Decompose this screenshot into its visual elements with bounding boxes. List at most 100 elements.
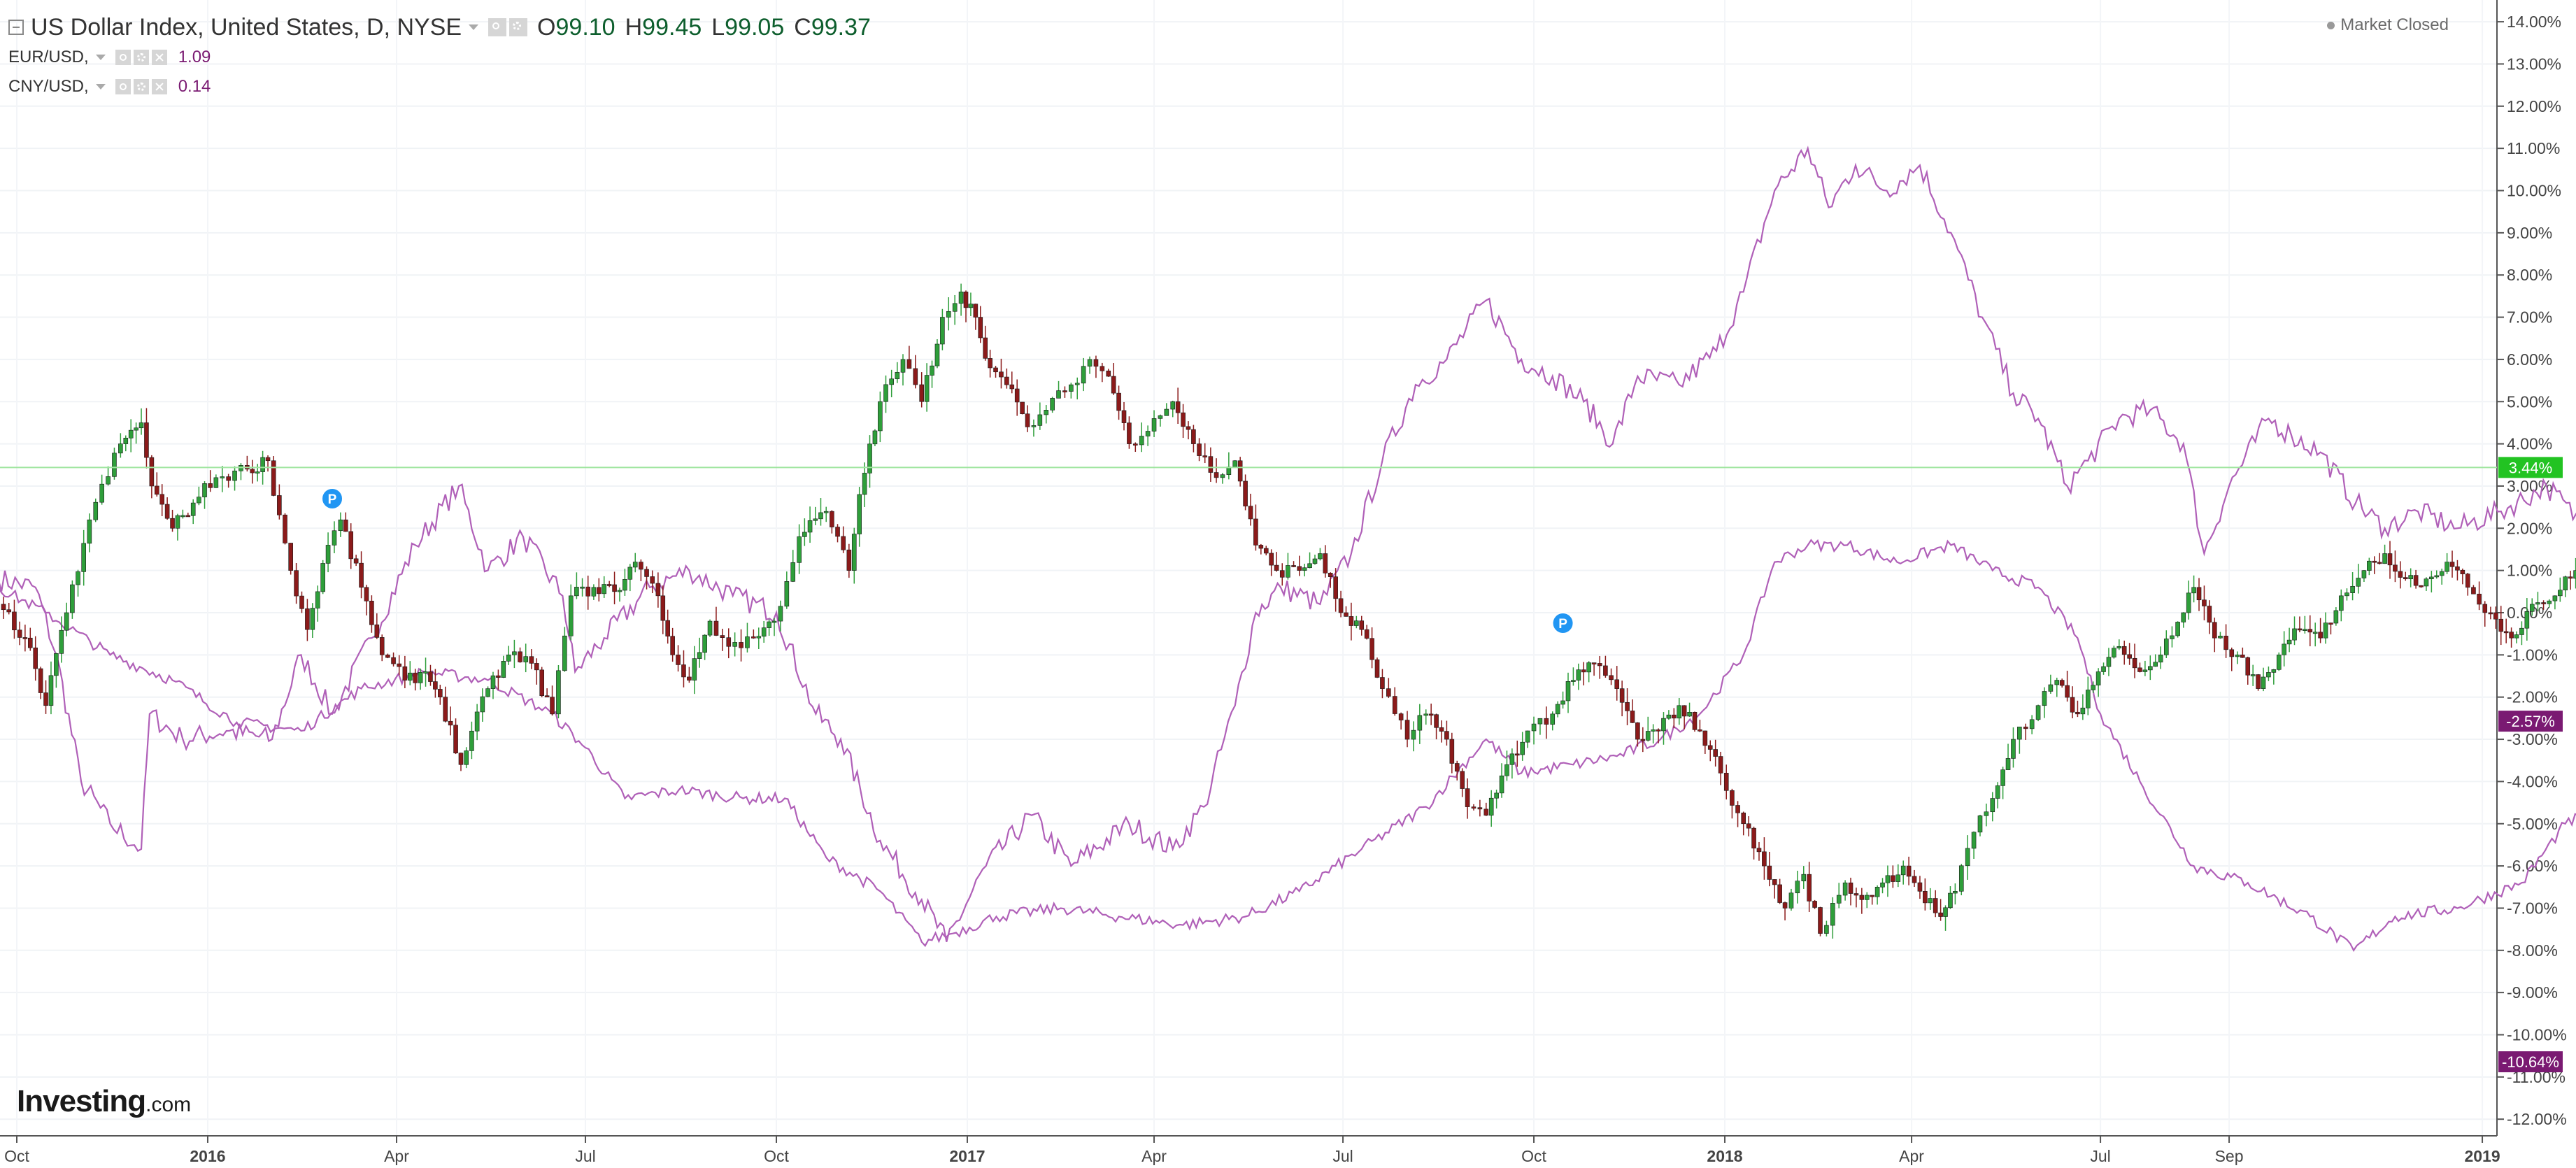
event-marker-icon[interactable]: P: [1551, 611, 1574, 634]
candle-body: [1681, 705, 1687, 717]
candle-body: [1248, 506, 1253, 520]
y-tick-label: -5.00%: [2507, 815, 2558, 833]
candle-body: [539, 669, 545, 697]
candle-body: [1344, 612, 1349, 617]
candles: [1, 283, 2576, 939]
x-tick-label: Jul: [575, 1147, 595, 1165]
candle-body: [112, 453, 117, 477]
cnyusd-price-badge-bg: [2498, 1051, 2563, 1073]
candle-body: [846, 549, 852, 571]
candle-body: [325, 545, 331, 564]
candle-body: [2101, 666, 2106, 672]
candle-body: [2163, 639, 2169, 655]
candle-body: [1762, 851, 1767, 867]
candle-body: [397, 663, 402, 667]
y-tick-label: 5.00%: [2507, 392, 2552, 411]
event-marker-label: P: [1558, 617, 1567, 632]
candle-body: [1818, 907, 1823, 934]
candle-body: [1181, 412, 1186, 427]
candle-body: [1509, 753, 1515, 765]
candle-body: [1111, 376, 1116, 394]
candle-body: [1214, 472, 1219, 478]
candle-body: [523, 656, 529, 662]
candle-body: [2477, 593, 2482, 605]
candle-body: [1938, 912, 1943, 917]
eye-icon[interactable]: [115, 50, 131, 65]
candle-body: [38, 668, 43, 693]
candle-body: [574, 587, 579, 597]
candle-body: [6, 609, 12, 613]
dxy-price-badge-bg: [2498, 457, 2563, 478]
y-tick-label: 12.00%: [2507, 97, 2561, 115]
candle-body: [906, 359, 912, 369]
candle-body: [385, 655, 390, 658]
eye-icon[interactable]: [115, 79, 131, 94]
candle-body: [1859, 895, 1865, 900]
gear-icon[interactable]: [133, 50, 149, 65]
close-icon[interactable]: [151, 50, 167, 65]
investing-logo[interactable]: Investing.com: [17, 1084, 191, 1119]
candle-body: [2170, 635, 2175, 639]
eurusd-legend-name: EUR/USD,: [8, 48, 89, 66]
chevron-down-icon[interactable]: [95, 84, 106, 90]
candle-body: [1488, 797, 1494, 816]
collapse-icon[interactable]: [8, 20, 24, 35]
event-marker-icon[interactable]: P: [321, 487, 344, 510]
candle-body: [1004, 376, 1009, 385]
gear-icon[interactable]: [133, 79, 149, 94]
candle-body: [1880, 882, 1885, 888]
candle-body: [320, 563, 325, 592]
candle-body: [2424, 578, 2429, 587]
candle-body: [1380, 677, 1385, 689]
candle-body: [1625, 701, 1630, 711]
candle-body: [2017, 727, 2022, 740]
chevron-down-icon[interactable]: [95, 55, 106, 60]
x-tick-label: Apr: [1141, 1147, 1167, 1165]
candle-body: [973, 304, 979, 318]
candle-body: [751, 636, 756, 639]
candle-body: [364, 587, 369, 601]
candle-body: [778, 606, 783, 622]
candle-body: [1449, 739, 1455, 764]
candle-body: [1014, 388, 1020, 403]
candle-body: [2333, 610, 2339, 624]
close-icon[interactable]: [151, 79, 167, 94]
eye-icon[interactable]: [488, 18, 507, 36]
candle-body: [2245, 657, 2251, 676]
candle-body: [2075, 711, 2080, 715]
x-tick-label: Oct: [4, 1147, 29, 1165]
candle-body: [1672, 714, 1677, 719]
candle-body: [480, 696, 485, 713]
candle-body: [220, 476, 225, 478]
candle-body: [2207, 606, 2212, 623]
candle-body: [2338, 595, 2344, 611]
markers: 3.44% -2.57% -10.64% P P: [0, 457, 2563, 1073]
candle-body: [2229, 649, 2235, 657]
candle-body: [144, 422, 149, 458]
candle-body: [544, 695, 550, 698]
x-tick-label: Jul: [2090, 1147, 2110, 1165]
candle-body: [2271, 669, 2277, 673]
candle-body: [2344, 592, 2349, 597]
candle-body: [1702, 730, 1708, 746]
candle-body: [2488, 612, 2493, 615]
candle-body: [1597, 663, 1602, 667]
candle-body: [1953, 891, 1958, 894]
candle-body: [2318, 632, 2323, 639]
candle-body: [676, 655, 681, 665]
candle-body: [2558, 590, 2563, 597]
candle-body: [2541, 602, 2546, 604]
candle-body: [1274, 564, 1279, 571]
chevron-down-icon[interactable]: [469, 24, 479, 30]
candle-body: [2095, 671, 2101, 685]
candle-body: [2568, 576, 2573, 579]
candle-body: [1323, 553, 1328, 574]
candle-body: [550, 697, 555, 715]
gear-icon[interactable]: [509, 18, 528, 36]
candle-body: [1842, 882, 1848, 896]
candle-body: [374, 624, 380, 638]
candle-body: [1483, 809, 1489, 816]
candle-body: [265, 457, 271, 462]
candle-body: [1263, 548, 1269, 554]
